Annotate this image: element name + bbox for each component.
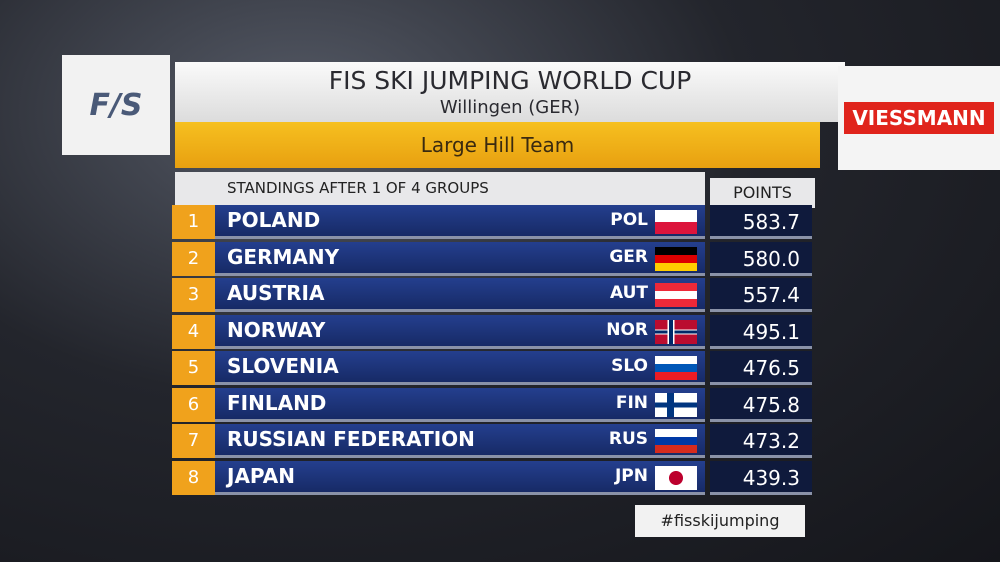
rank-cell: 6 [172, 387, 215, 422]
fis-logo: F/S [62, 55, 170, 155]
team-name: NORWAY [227, 317, 326, 342]
country-code: JPN [614, 465, 648, 486]
points-cell: 439.3 [710, 460, 812, 495]
country-code: POL [610, 210, 648, 230]
country-code: GER [609, 246, 648, 267]
flag [655, 246, 697, 271]
country-code: FIN [615, 392, 648, 413]
rank-cell: 4 [172, 314, 215, 349]
country-code: AUT [609, 283, 648, 303]
table-caption: STANDINGS AFTER 1 OF 4 GROUPS [175, 172, 705, 205]
flag [655, 356, 697, 380]
points-header: POINTS [710, 178, 815, 208]
points-cell: 475.8 [710, 387, 812, 422]
rank-cell: 5 [172, 351, 215, 385]
title-panel: FIS SKI JUMPING WORLD CUP Willingen (GER… [175, 62, 845, 122]
team-row: GERMANY [215, 241, 705, 276]
team-name: JAPAN [227, 463, 295, 488]
team-name: SLOVENIA [227, 354, 339, 378]
country-code: SLO [611, 356, 648, 376]
points-cell: 557.4 [710, 278, 812, 312]
title: FIS SKI JUMPING WORLD CUP [328, 66, 692, 95]
points-cell: 476.5 [710, 351, 812, 385]
rank-cell: 7 [172, 424, 215, 458]
flag [655, 319, 697, 344]
team-row: POLAND [215, 205, 705, 239]
rank-cell: 3 [172, 278, 215, 312]
team-row: AUSTRIA [215, 278, 705, 312]
country-code: RUS [608, 429, 648, 449]
country-code: NOR [606, 319, 648, 340]
team-row: RUSSIAN FEDERATION [215, 424, 705, 458]
team-row: NORWAY [215, 314, 705, 349]
flag [655, 429, 697, 453]
team-row: JAPAN [215, 460, 705, 495]
points-cell: 473.2 [710, 424, 812, 458]
flag [655, 283, 697, 307]
flag [655, 210, 697, 234]
team-name: POLAND [227, 208, 321, 232]
rank-cell: 1 [172, 205, 215, 239]
points-cell: 580.0 [710, 241, 812, 276]
team-row: SLOVENIA [215, 351, 705, 385]
team-row: FINLAND [215, 387, 705, 422]
flag [655, 392, 697, 417]
team-name: GERMANY [227, 244, 340, 269]
event-bar: Large Hill Team [175, 122, 820, 168]
team-name: RUSSIAN FEDERATION [227, 427, 475, 451]
team-name: AUSTRIA [227, 281, 325, 305]
rank-cell: 2 [172, 241, 215, 276]
flag [655, 465, 697, 490]
hashtag: #fisskijumping [635, 505, 805, 537]
team-name: FINLAND [227, 390, 327, 415]
rank-cell: 8 [172, 460, 215, 495]
sponsor-panel: VIESSMANN [838, 66, 1000, 170]
sponsor-logo: VIESSMANN [844, 102, 994, 134]
points-cell: 583.7 [710, 205, 812, 239]
subtitle: Willingen (GER) [439, 97, 581, 118]
points-cell: 495.1 [710, 314, 812, 349]
